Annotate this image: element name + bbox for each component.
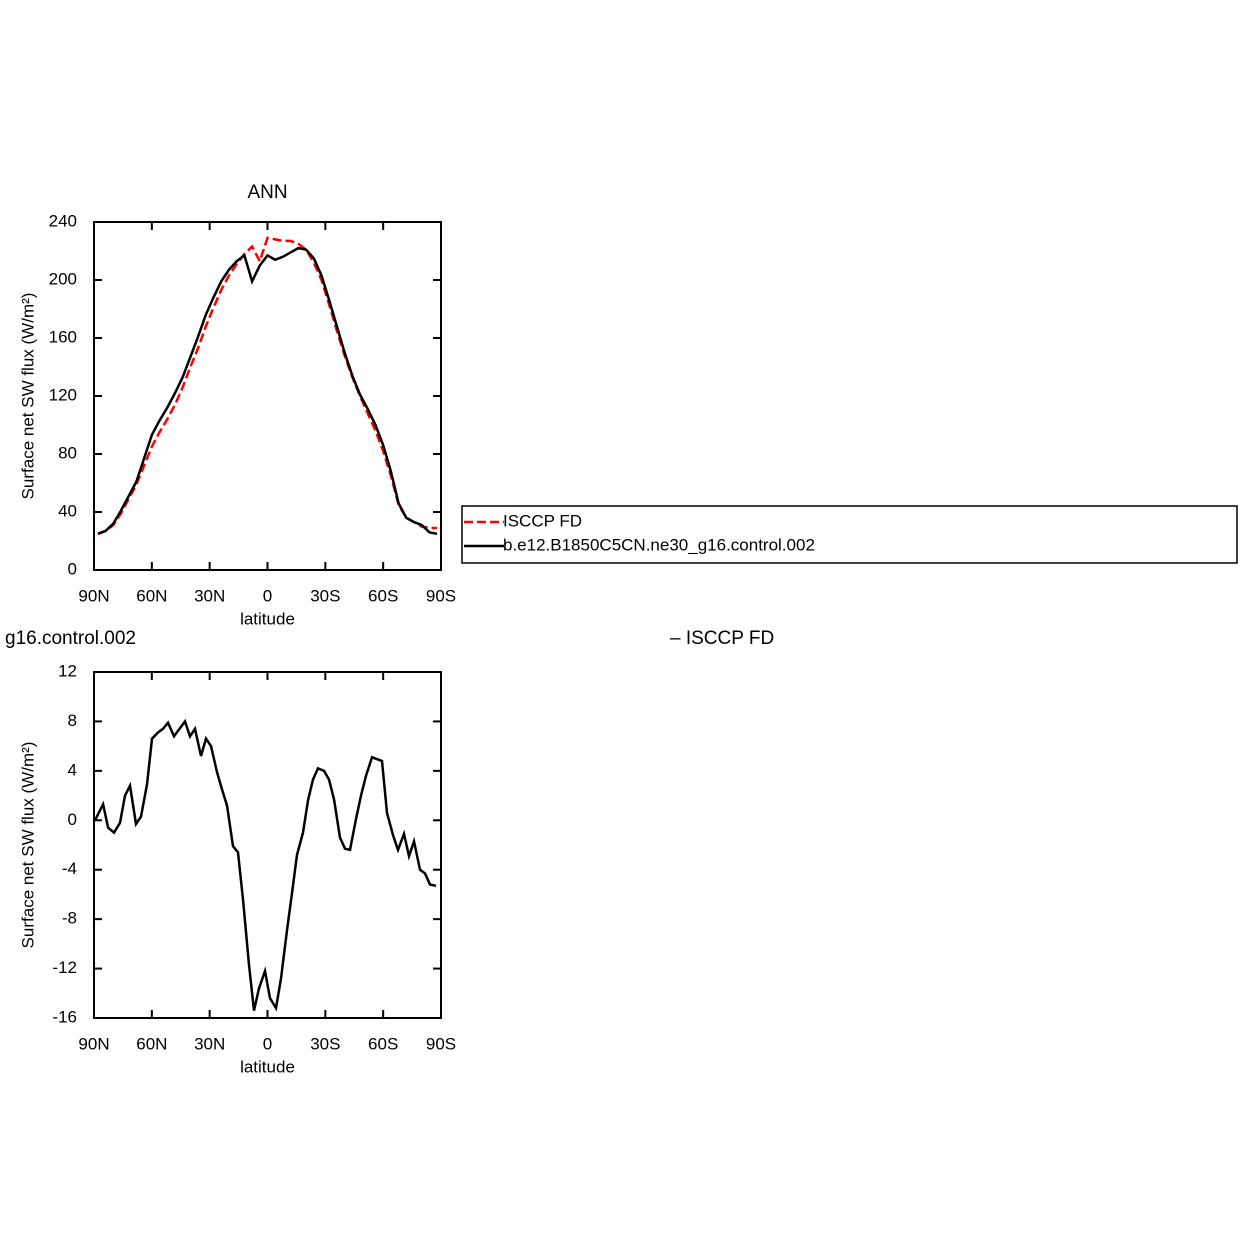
x-tick-label: 30N — [194, 586, 225, 605]
x-tick-label: 60S — [368, 1034, 398, 1053]
x-tick-label: 0 — [263, 586, 272, 605]
y-tick-label: 80 — [58, 443, 77, 462]
y-tick-label: 240 — [49, 211, 77, 230]
y-tick-label: 200 — [49, 269, 77, 288]
x-axis-label: latitude — [240, 1057, 295, 1076]
x-tick-label: 90N — [78, 586, 109, 605]
subtitle-right: – ISCCP FD — [670, 628, 774, 649]
x-tick-label: 60N — [136, 1034, 167, 1053]
y-tick-label: 12 — [58, 661, 77, 680]
legend-label: b.e12.B1850C5CN.ne30_g16.control.002 — [503, 535, 815, 554]
x-tick-label: 30S — [310, 586, 340, 605]
data-line — [97, 236, 438, 535]
x-tick-label: 30S — [310, 1034, 340, 1053]
y-tick-label: 4 — [68, 760, 77, 779]
y-axis-label: Surface net SW flux (W/m²) — [18, 742, 37, 949]
x-tick-label: 90S — [426, 1034, 456, 1053]
y-tick-label: 40 — [58, 501, 77, 520]
x-tick-label: 60S — [368, 586, 398, 605]
x-tick-label: 60N — [136, 586, 167, 605]
x-axis-label: latitude — [240, 609, 295, 628]
y-tick-label: -4 — [62, 859, 77, 878]
subtitle-left: g16.control.002 — [5, 628, 136, 649]
x-tick-label: 0 — [263, 1034, 272, 1053]
x-tick-label: 30N — [194, 1034, 225, 1053]
x-tick-label: 90N — [78, 1034, 109, 1053]
plot-frame — [93, 221, 442, 571]
legend-box — [461, 505, 1238, 564]
data-line — [93, 718, 437, 1012]
chart-title: ANN — [247, 182, 287, 203]
x-tick-label: 90S — [426, 586, 456, 605]
y-tick-label: -12 — [52, 958, 77, 977]
y-tick-label: 0 — [68, 810, 77, 829]
y-tick-label: -16 — [52, 1007, 77, 1026]
y-tick-label: -8 — [62, 909, 77, 928]
y-tick-label: 0 — [68, 559, 77, 578]
data-line — [97, 246, 438, 536]
plot-frame — [93, 671, 442, 1019]
legend-label: ISCCP FD — [503, 511, 582, 530]
y-axis-label: Surface net SW flux (W/m²) — [18, 293, 37, 500]
y-tick-label: 160 — [49, 327, 77, 346]
y-tick-label: 120 — [49, 385, 77, 404]
y-tick-label: 8 — [68, 711, 77, 730]
